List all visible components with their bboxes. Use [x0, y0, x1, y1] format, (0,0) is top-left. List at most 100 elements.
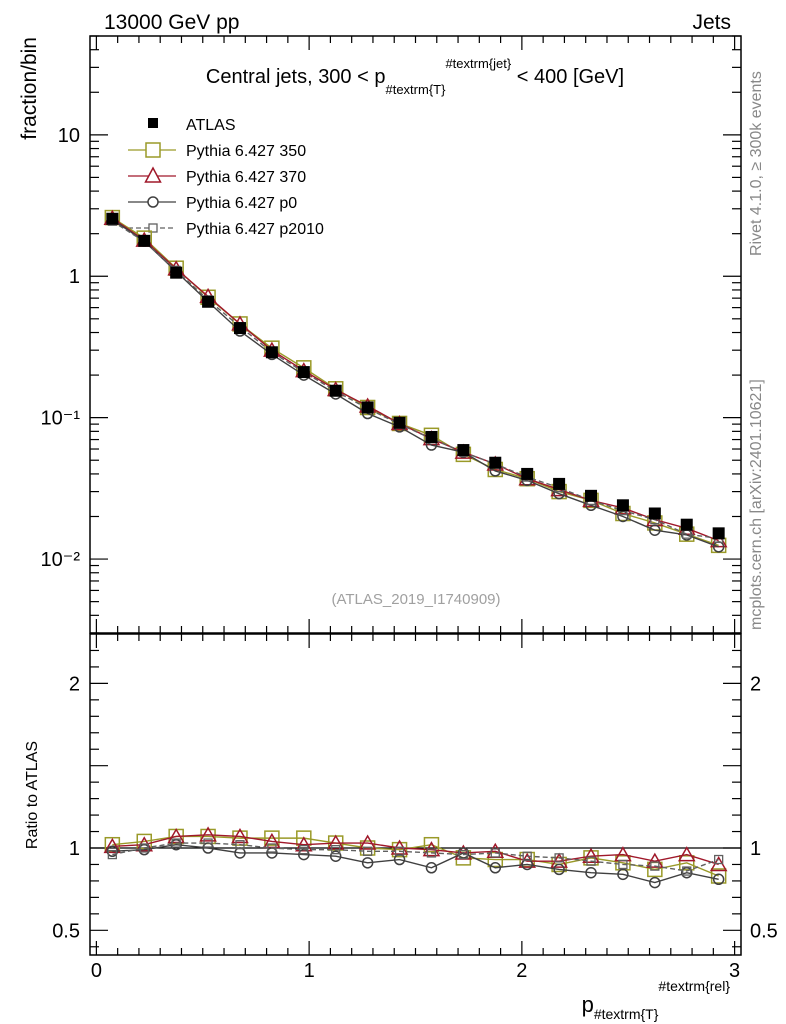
- ratio-point-pythia-6-427-p2010: [618, 859, 628, 870]
- main-line-pythia-6-427-p2010: [111, 220, 719, 540]
- x-tick-label: 2: [516, 960, 527, 982]
- legend-label-pythia-p2010: Pythia 6.427 p2010: [186, 221, 324, 238]
- ratio-y-tick-label-left: 0.5: [52, 920, 80, 942]
- legend-marker-atlas: [148, 118, 158, 128]
- ratio-point-pythia-6-427-350: [679, 855, 695, 871]
- ratio-y-tick-label-right: 1: [750, 838, 761, 860]
- header-right-label: Jets: [692, 11, 731, 34]
- main-series-pythia-6-427-350: [104, 209, 727, 554]
- main-title: Central jets, 300 < p#textrm{T} #textrm{j…: [206, 56, 624, 97]
- main-point-atlas: [202, 295, 215, 308]
- main-point-atlas: [457, 444, 470, 457]
- x-axis-label-main: p: [582, 992, 594, 1017]
- x-axis-label: p#textrm{T} #textrm{rel}: [582, 978, 731, 1022]
- ratio-point-pythia-6-427-370: [231, 827, 249, 844]
- main-point-pythia-6-427-p0: [617, 510, 629, 523]
- ratio-point-pythia-6-427-p2010: [586, 856, 596, 866]
- main-title-superscript: #textrm{jet}: [445, 56, 511, 71]
- main-series-pythia-6-427-p0: [106, 213, 725, 553]
- main-point-atlas: [680, 518, 693, 531]
- ratio-point-pythia-6-427-p0: [649, 876, 661, 889]
- legend-label-pythia-350: Pythia 6.427 350: [186, 143, 306, 160]
- ratio-point-pythia-6-427-p2010: [203, 838, 213, 848]
- ratio-point-pythia-6-427-p2010: [458, 849, 469, 860]
- ratio-point-pythia-6-427-370: [103, 837, 122, 854]
- main-title-prefix: Central jets, 300 < p: [206, 66, 386, 88]
- main-point-atlas: [553, 477, 566, 490]
- main-point-atlas: [521, 467, 534, 480]
- legend-entry-pythia-370: Pythia 6.427 370: [128, 166, 306, 186]
- axes-layer: 0 1 2 3 10 1 10⁻¹ 10⁻² 2 2 1 1 0.5 0.5: [41, 35, 778, 982]
- ratio-point-pythia-6-427-p0: [425, 862, 438, 874]
- ratio-panel-frame: [89, 633, 742, 956]
- ratio-point-pythia-6-427-p2010: [362, 846, 373, 856]
- ratio-point-pythia-6-427-p2010: [490, 848, 500, 858]
- ratio-point-pythia-6-427-p2010: [235, 840, 245, 850]
- ratio-point-pythia-6-427-p0: [329, 850, 342, 862]
- ratio-line-pythia-6-427-370: [112, 834, 719, 866]
- main-point-atlas: [393, 416, 406, 429]
- ratio-point-pythia-6-427-370: [358, 834, 377, 850]
- main-point-atlas: [329, 384, 342, 397]
- main-line-pythia-6-427-370: [111, 217, 719, 542]
- legend-entry-pythia-350: Pythia 6.427 350: [128, 142, 306, 160]
- main-series-atlas: [106, 212, 725, 540]
- ratio-point-pythia-6-427-350: [710, 868, 727, 884]
- ratio-y-axis-label: Ratio to ATLAS: [24, 741, 41, 849]
- main-point-atlas: [361, 401, 374, 414]
- x-tick-label: 1: [304, 960, 315, 982]
- ratio-point-pythia-6-427-p2010: [139, 843, 149, 853]
- legend-marker-pythia-p2010: [148, 223, 158, 233]
- main-y-tick-label: 10⁻²: [41, 549, 81, 571]
- x-tick-label: 3: [729, 960, 740, 982]
- ratio-y-tick-label-right: 2: [750, 673, 761, 695]
- ratio-point-pythia-6-427-p2010: [299, 844, 309, 855]
- main-line-pythia-6-427-350: [111, 216, 719, 547]
- main-line-pythia-6-427-p0: [111, 218, 719, 548]
- ratio-point-pythia-6-427-p2010: [107, 849, 117, 860]
- ratio-point-pythia-6-427-p0: [106, 845, 119, 858]
- ratio-point-pythia-6-427-p0: [489, 862, 502, 874]
- x-axis-label-subscript: #textrm{T}: [594, 1006, 659, 1022]
- ratio-y-tick-label-left: 1: [69, 838, 80, 860]
- ratio-point-pythia-6-427-p0: [617, 868, 629, 881]
- main-y-tick-label: 1: [69, 266, 80, 288]
- ratio-point-pythia-6-427-p2010: [682, 866, 692, 876]
- ratio-point-pythia-6-427-p0: [393, 853, 406, 866]
- main-title-suffix: < 400 [GeV]: [511, 66, 624, 88]
- legend-label-pythia-370: Pythia 6.427 370: [186, 169, 306, 186]
- ratio-y-tick-label-left: 2: [69, 673, 80, 695]
- main-point-atlas: [585, 489, 598, 502]
- main-title-subscript: #textrm{T}: [385, 82, 446, 97]
- main-point-atlas: [489, 456, 502, 469]
- ratio-point-pythia-6-427-p2010: [650, 861, 660, 871]
- ratio-point-pythia-6-427-370: [677, 846, 696, 862]
- legend-marker-pythia-370: [144, 166, 162, 183]
- ratio-series-pythia-6-427-p2010: [107, 838, 724, 876]
- ratio-point-pythia-6-427-350: [391, 841, 408, 858]
- ratio-y-tick-label-right: 0.5: [750, 920, 778, 942]
- x-tick-label: 0: [91, 960, 102, 982]
- main-point-pythia-6-427-350: [359, 399, 376, 416]
- main-point-atlas: [648, 507, 661, 520]
- series-layer: [103, 209, 728, 889]
- legend-entry-pythia-p0: Pythia 6.427 p0: [128, 195, 297, 212]
- legend-marker-pythia-p0: [147, 196, 159, 208]
- ratio-point-pythia-6-427-370: [199, 826, 217, 842]
- main-y-tick-label: 10: [58, 125, 80, 147]
- ratio-point-pythia-6-427-p2010: [554, 853, 564, 863]
- main-point-atlas: [106, 212, 119, 225]
- main-point-atlas: [712, 527, 725, 540]
- main-series-pythia-6-427-370: [103, 209, 728, 548]
- mcplots-reference-label: mcplots.cern.ch [arXiv:2401.10621]: [748, 379, 765, 630]
- legend-label-pythia-p0: Pythia 6.427 p0: [186, 195, 297, 212]
- main-y-tick-label: 10⁻¹: [41, 408, 81, 430]
- ratio-point-pythia-6-427-370: [295, 836, 313, 852]
- main-y-axis-label: fraction/bin: [18, 37, 41, 140]
- legend-entry-atlas: ATLAS: [148, 117, 236, 134]
- main-point-atlas: [616, 499, 629, 512]
- x-axis-label-superscript: #textrm{rel}: [658, 978, 730, 994]
- main-point-atlas: [265, 346, 278, 359]
- ratio-point-pythia-6-427-p2010: [394, 846, 405, 856]
- legend-marker-pythia-350: [145, 142, 161, 158]
